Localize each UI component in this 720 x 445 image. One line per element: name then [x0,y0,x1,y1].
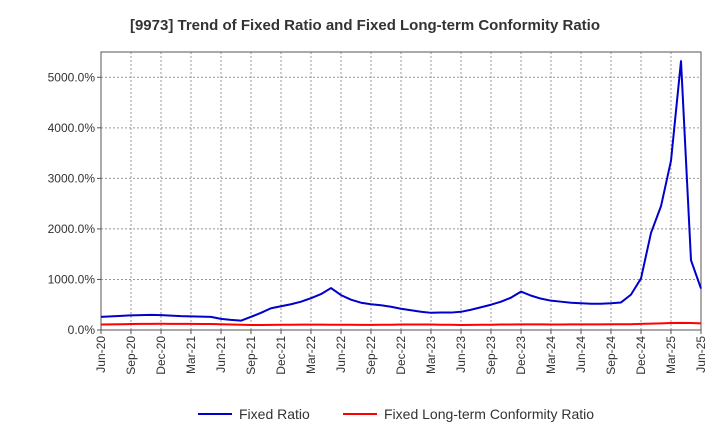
x-axis-tick-labels: Jun-20 Sep-20 Dec-20 Mar-21 Jun-21 Sep-21 Dec-… [94,330,708,375]
x-tick-label-0: Jun-20 [94,336,108,373]
x-tick-label-2: Dec-20 [154,336,168,375]
y-axis-tick-labels: 0.0% 1000.0% 2000.0% 3000.0% 4000.0% 5000.0% [48,70,101,337]
x-tick-label-13: Sep-23 [484,336,498,375]
x-tick-label-15: Mar-24 [544,336,558,374]
x-tick-label-4: Jun-21 [214,336,228,373]
x-tick-label-16: Jun-24 [574,336,588,373]
y-tick-label-5: 5000.0% [48,70,96,84]
series-line-fixed-ratio [100,60,702,322]
legend-label-fixed-long-term-conformity-ratio: Fixed Long-term Conformity Ratio [384,406,594,422]
series-line-fixed-long-term-conformity-ratio [100,321,702,326]
chart-title: [9973] Trend of Fixed Ratio and Fixed Lo… [130,17,600,34]
legend-label-fixed-ratio: Fixed Ratio [239,406,310,422]
x-tick-label-12: Jun-23 [454,336,468,373]
x-tick-label-8: Jun-22 [334,336,348,373]
x-tick-label-20: Jun-25 [694,336,708,373]
legend: Fixed Ratio Fixed Long-term Conformity R… [198,406,594,422]
x-tick-label-1: Sep-20 [124,336,138,375]
y-tick-label-4: 4000.0% [48,121,96,135]
x-tick-label-5: Sep-21 [244,336,258,375]
series-lines [100,60,702,326]
grid-lines [101,52,701,330]
x-tick-label-6: Dec-21 [274,336,288,375]
x-tick-label-10: Dec-22 [394,336,408,375]
x-tick-label-17: Sep-24 [604,336,618,375]
x-tick-label-7: Mar-22 [304,336,318,374]
y-tick-label-0: 0.0% [68,323,96,337]
x-tick-label-9: Sep-22 [364,336,378,375]
x-tick-label-14: Dec-23 [514,336,528,375]
x-tick-label-3: Mar-21 [184,336,198,374]
y-tick-label-1: 1000.0% [48,272,96,286]
x-tick-label-19: Mar-25 [664,336,678,374]
y-tick-label-2: 2000.0% [48,222,96,236]
y-tick-label-3: 3000.0% [48,171,96,185]
x-tick-label-18: Dec-24 [634,336,648,375]
x-tick-label-11: Mar-23 [424,336,438,374]
